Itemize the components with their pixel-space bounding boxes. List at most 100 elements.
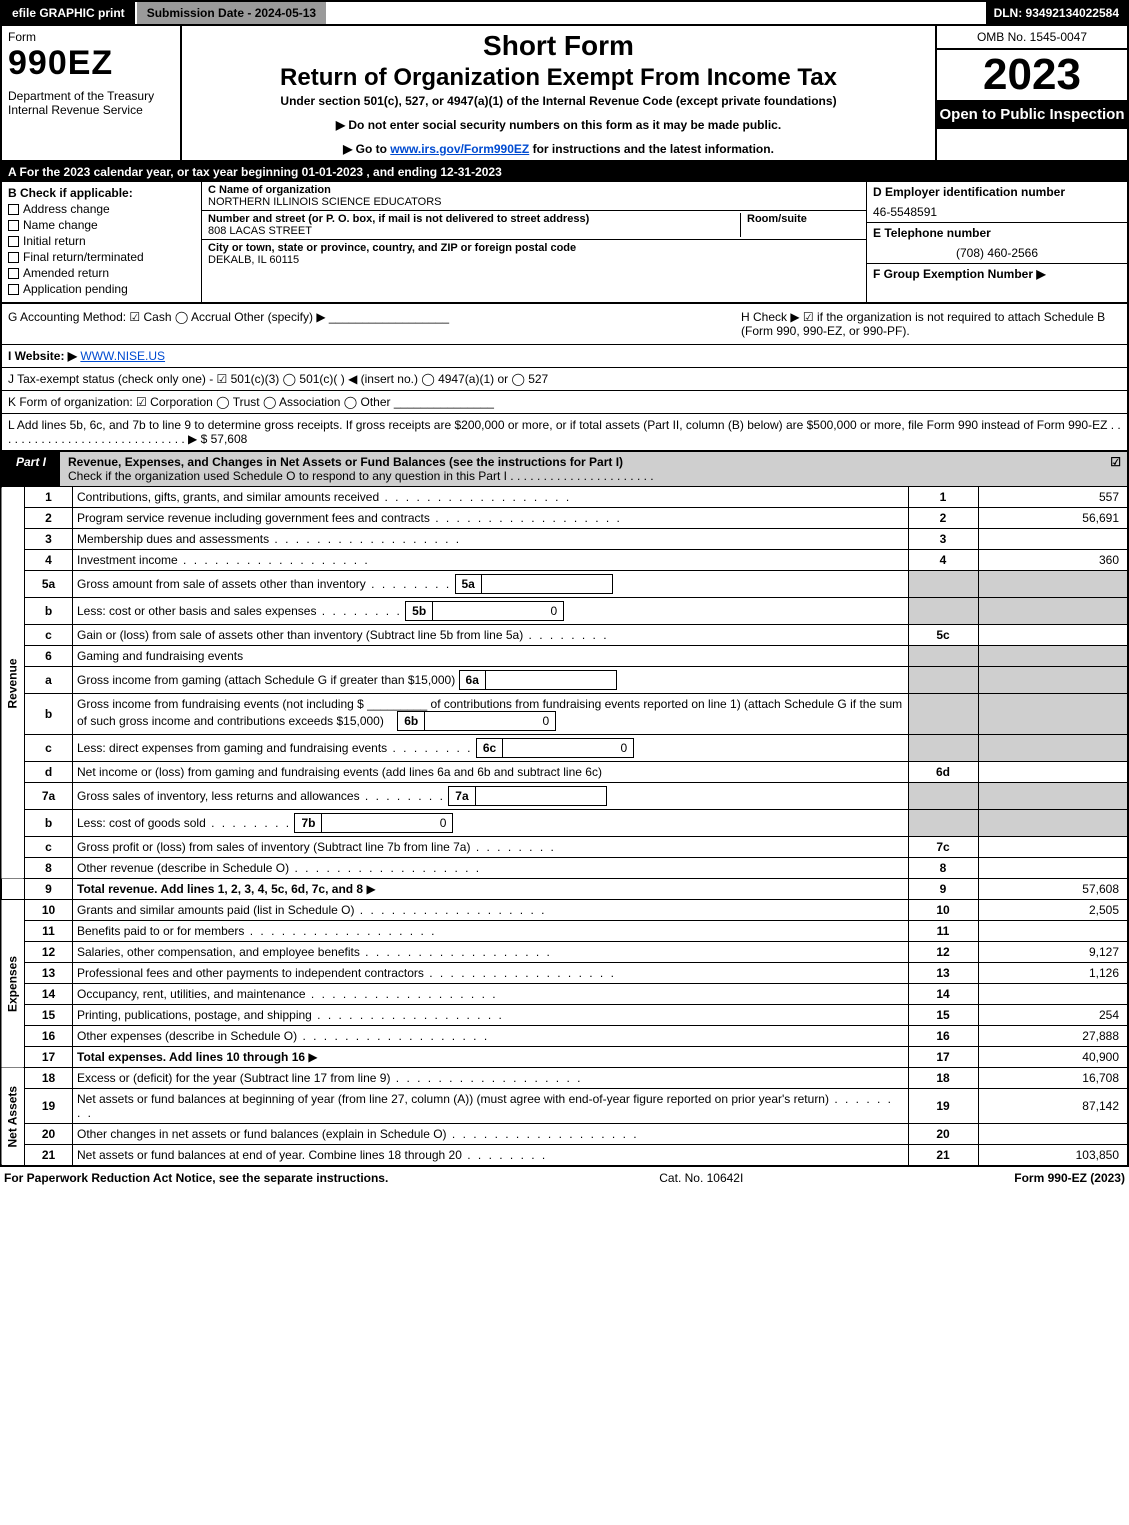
line-num: c [25,735,73,762]
part-i-checkbox[interactable]: ☑ [1104,452,1127,486]
form-title: Return of Organization Exempt From Incom… [190,64,927,92]
line-value [978,783,1128,810]
table-row: 8 Other revenue (describe in Schedule O)… [1,858,1128,879]
inline-box-label: 6a [460,671,486,689]
line-desc: Net income or (loss) from gaming and fun… [73,762,909,783]
table-row: 3 Membership dues and assessments 3 [1,529,1128,550]
org-city-value: DEKALB, IL 60115 [208,254,860,266]
form-subtitle: Under section 501(c), 527, or 4947(a)(1)… [190,94,927,108]
goto-pre: ▶ Go to [343,142,390,156]
chk-application-pending[interactable]: Application pending [8,282,195,296]
line-desc: Gross profit or (loss) from sales of inv… [73,837,909,858]
box-def: D Employer identification number 46-5548… [867,182,1127,302]
line-num: 20 [25,1124,73,1145]
line-value: 57,608 [978,879,1128,900]
website-label: I Website: ▶ [8,349,77,363]
checkbox-icon [8,284,19,295]
section-i-website: I Website: ▶ WWW.NISE.US [0,345,1129,368]
org-city-row: City or town, state or province, country… [202,240,866,268]
line-ref: 20 [908,1124,978,1145]
goto-post: for instructions and the latest informat… [529,142,774,156]
line-ref: 15 [908,1005,978,1026]
phone-value: (708) 460-2566 [867,243,1127,263]
chk-initial-return[interactable]: Initial return [8,234,195,248]
line-desc: Less: cost or other basis and sales expe… [73,598,909,625]
line-value: 1,126 [978,963,1128,984]
line-ref: 8 [908,858,978,879]
form-number: 990EZ [8,44,174,83]
section-k-org-form: K Form of organization: ☑ Corporation ◯ … [0,391,1129,414]
part-i-title-text: Revenue, Expenses, and Changes in Net As… [68,455,623,469]
inline-box-value: 0 [322,814,452,832]
line-value: 103,850 [978,1145,1128,1166]
phone-label: E Telephone number [867,222,1127,243]
line-desc: Occupancy, rent, utilities, and maintena… [73,984,909,1005]
efile-print-button[interactable]: efile GRAPHIC print [2,2,137,24]
dots-arrow [308,1050,319,1064]
chk-label: Name change [23,218,98,232]
line-num: c [25,625,73,646]
checkbox-icon [8,204,19,215]
line-ref [908,571,978,598]
line-ref [908,667,978,694]
box-c: C Name of organization NORTHERN ILLINOIS… [202,182,867,302]
table-row: 5a Gross amount from sale of assets othe… [1,571,1128,598]
checkbox-icon [8,268,19,279]
chk-label: Address change [23,202,110,216]
checkbox-icon [8,236,19,247]
short-form-label: Short Form [190,30,927,62]
sec-l-value: 57,608 [211,432,248,446]
line-num: 8 [25,858,73,879]
chk-amended-return[interactable]: Amended return [8,266,195,280]
line-desc: Investment income [73,550,909,571]
inline-box-label: 6c [477,739,503,757]
part-i-tag: Part I [2,452,60,486]
line-num: 10 [25,900,73,921]
line-value [978,529,1128,550]
chk-address-change[interactable]: Address change [8,202,195,216]
line-value: 87,142 [978,1089,1128,1124]
line-desc: Other expenses (describe in Schedule O) [73,1026,909,1047]
line-ref: 17 [908,1047,978,1068]
line-desc: Printing, publications, postage, and shi… [73,1005,909,1026]
inline-box-label: 7b [295,814,322,832]
line-desc: Gain or (loss) from sale of assets other… [73,625,909,646]
chk-label: Final return/terminated [23,250,144,264]
section-j-tax-status: J Tax-exempt status (check only one) - ☑… [0,368,1129,391]
inline-amount-box: 6c 0 [476,738,634,758]
part-i-subtext: Check if the organization used Schedule … [68,469,654,483]
line-desc: Net assets or fund balances at end of ye… [73,1145,909,1166]
group-exemption-label: F Group Exemption Number ▶ [867,263,1127,284]
chk-name-change[interactable]: Name change [8,218,195,232]
line-num: 3 [25,529,73,550]
table-row: 6 Gaming and fundraising events [1,646,1128,667]
inline-box-value [482,575,612,593]
table-row: Expenses 10 Grants and similar amounts p… [1,900,1128,921]
row-a-tax-year: A For the 2023 calendar year, or tax yea… [0,162,1129,182]
line-value [978,1124,1128,1145]
irs-link[interactable]: www.irs.gov/Form990EZ [390,142,529,156]
side-label-revenue: Revenue [1,487,25,879]
line-ref: 7c [908,837,978,858]
line-text: Gross amount from sale of assets other t… [77,577,451,591]
inline-box-value: 0 [503,739,633,757]
table-row: 9 Total revenue. Add lines 1, 2, 3, 4, 5… [1,879,1128,900]
table-row: 19 Net assets or fund balances at beginn… [1,1089,1128,1124]
line-ref: 3 [908,529,978,550]
line-num: 1 [25,487,73,508]
section-l-gross-receipts: L Add lines 5b, 6c, and 7b to line 9 to … [0,414,1129,452]
chk-final-return[interactable]: Final return/terminated [8,250,195,264]
table-row: c Less: direct expenses from gaming and … [1,735,1128,762]
submission-date-badge: Submission Date - 2024-05-13 [137,2,328,24]
website-link[interactable]: WWW.NISE.US [80,349,165,363]
line-desc: Other revenue (describe in Schedule O) [73,858,909,879]
line-value [978,762,1128,783]
line-num: 17 [25,1047,73,1068]
line-value [978,858,1128,879]
line-desc: Salaries, other compensation, and employ… [73,942,909,963]
inline-box-value: 0 [433,602,563,620]
table-row: c Gross profit or (loss) from sales of i… [1,837,1128,858]
line-desc: Gross income from gaming (attach Schedul… [73,667,909,694]
org-addr-row: Number and street (or P. O. box, if mail… [202,211,866,240]
line-ref: 2 [908,508,978,529]
